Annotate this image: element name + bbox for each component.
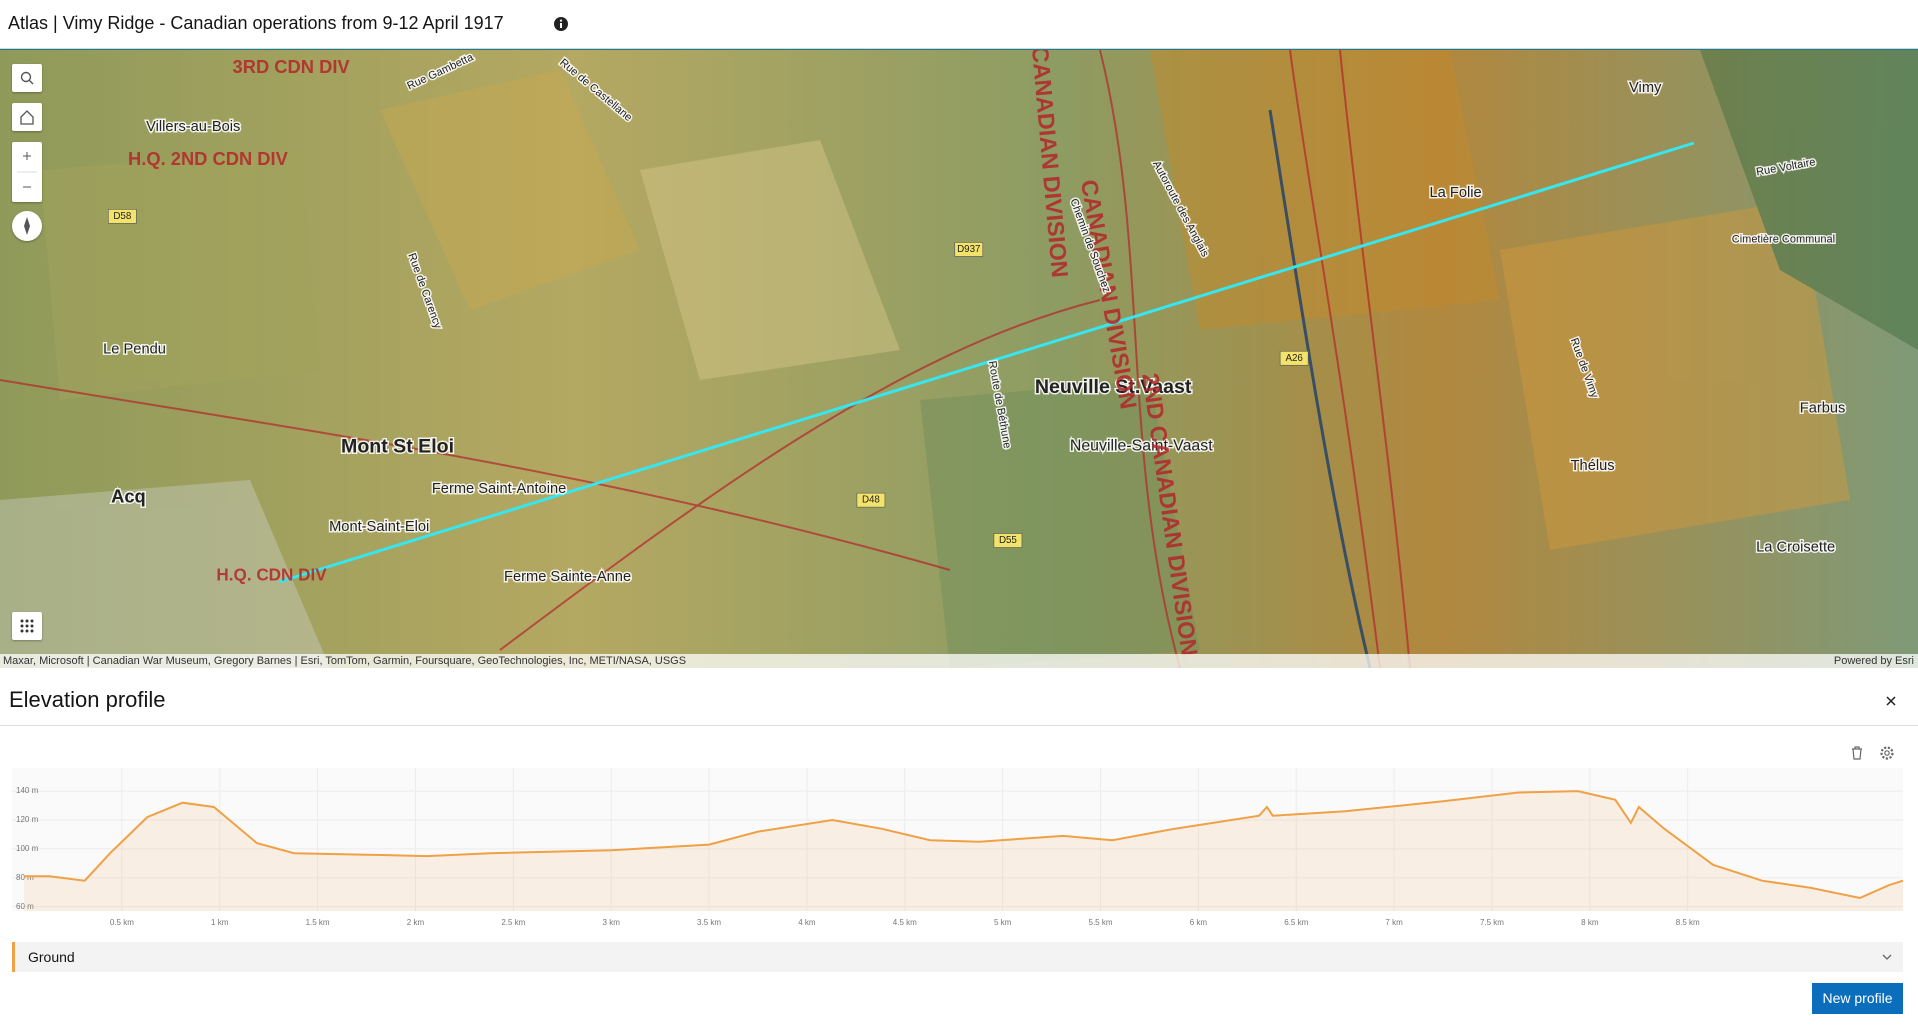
settings-button[interactable] [1878, 744, 1896, 762]
x-tick-label: 8.5 km [1676, 918, 1700, 927]
separator [0, 725, 1918, 726]
x-tick-label: 7.5 km [1480, 918, 1504, 927]
road-number: D58 [113, 211, 131, 222]
x-tick-label: 5 km [994, 918, 1012, 927]
map-label: Farbus [1800, 400, 1846, 416]
map-label: Mont St Eloi [341, 436, 454, 458]
elevation-area [24, 791, 1903, 911]
map-label: 3RD CDN DIV [233, 56, 351, 77]
header: Atlas | Vimy Ridge - Canadian operations… [0, 0, 1918, 49]
road-number: D48 [862, 495, 880, 506]
x-tick-label: 4.5 km [893, 918, 917, 927]
y-tick-label: 60 m [16, 902, 34, 911]
layer-name: Ground [28, 949, 75, 965]
y-tick-label: 100 m [16, 844, 39, 853]
map-canvas: Villers-au-Bois Le Pendu Mont-Saint-Eloi Fe… [0, 50, 1918, 668]
x-tick-label: 3.5 km [697, 918, 721, 927]
road-badge [856, 492, 886, 508]
x-tick-label: 5.5 km [1089, 918, 1113, 927]
apps-button[interactable] [12, 612, 42, 640]
app-title: Atlas | Vimy Ridge - Canadian operations… [8, 13, 504, 33]
profile-line [278, 141, 1695, 584]
powered-by[interactable]: Powered by Esri [1833, 655, 1914, 667]
road-badge [954, 242, 984, 257]
road-badge [993, 533, 1023, 548]
x-tick-label: 2.5 km [501, 918, 525, 927]
x-tick-label: 1.5 km [306, 918, 330, 927]
map-label: Neuville-Saint-Vaast [1070, 438, 1213, 455]
x-tick-label: 3 km [603, 918, 621, 927]
map-label: H.Q. 2ND CDN DIV [128, 148, 289, 169]
elevation-chart: 60 m 80 m 100 m 120 m 140 m 0.5 km 1 km 1.5 km 2… [12, 768, 1904, 927]
new-profile-button[interactable]: New profile [1812, 983, 1903, 1014]
map-label: Ferme Saint-Antoine [432, 481, 566, 497]
x-tick-label: 1 km [211, 918, 229, 927]
x-tick-label: 8 km [1581, 918, 1599, 927]
map-label: Vimy [1629, 80, 1662, 96]
road-number: D937 [957, 244, 980, 255]
x-tick-label: 0.5 km [110, 918, 134, 927]
elevation-line [24, 790, 1904, 900]
y-tick-label: 120 m [16, 815, 39, 824]
map-label: Villers-au-Bois [146, 119, 240, 135]
compass-button[interactable] [12, 211, 42, 241]
map-label: Thélus [1571, 458, 1615, 474]
road-badge [108, 209, 137, 224]
plot-area [12, 768, 1903, 911]
map-label: Neuville St.Vaast [1035, 376, 1192, 398]
attribution-bar: Maxar, Microsoft | Canadian War Museum, … [0, 654, 1918, 668]
map-label: H.Q. CDN DIV [216, 565, 327, 584]
y-tick-label: 140 m [16, 786, 39, 795]
road-badge [1279, 350, 1309, 366]
map-label: Ferme Sainte-Anne [504, 569, 631, 585]
y-tick-label: 80 m [16, 873, 34, 882]
search-button[interactable] [12, 64, 42, 92]
map[interactable]: Villers-au-Bois Le Pendu Mont-Saint-Eloi Fe… [0, 49, 1918, 668]
close-button[interactable] [1882, 692, 1900, 710]
home-button[interactable] [12, 103, 42, 131]
map-label: Mont-Saint-Eloi [329, 519, 429, 535]
map-label: Cimetière Communal [1732, 234, 1835, 246]
map-label: Le Pendu [103, 342, 166, 358]
attribution: Maxar, Microsoft | Canadian War Museum, … [3, 655, 687, 667]
map-label: La Folie [1430, 185, 1482, 201]
x-tick-label: 7 km [1385, 918, 1403, 927]
layer-row[interactable]: Ground [12, 942, 1903, 972]
map-label: Acq [111, 486, 146, 507]
road-number: D55 [999, 535, 1017, 546]
x-tick-label: 2 km [407, 918, 425, 927]
zoom-buttons[interactable] [12, 142, 42, 202]
delete-button[interactable] [1848, 744, 1866, 762]
panel-title: Elevation profile [9, 687, 166, 712]
road-number: A26 [1285, 353, 1302, 364]
map-label: La Croisette [1756, 540, 1835, 556]
x-tick-label: 6.5 km [1284, 918, 1308, 927]
x-tick-label: 4 km [798, 918, 816, 927]
x-tick-label: 6 km [1190, 918, 1208, 927]
info-icon[interactable] [553, 16, 569, 32]
